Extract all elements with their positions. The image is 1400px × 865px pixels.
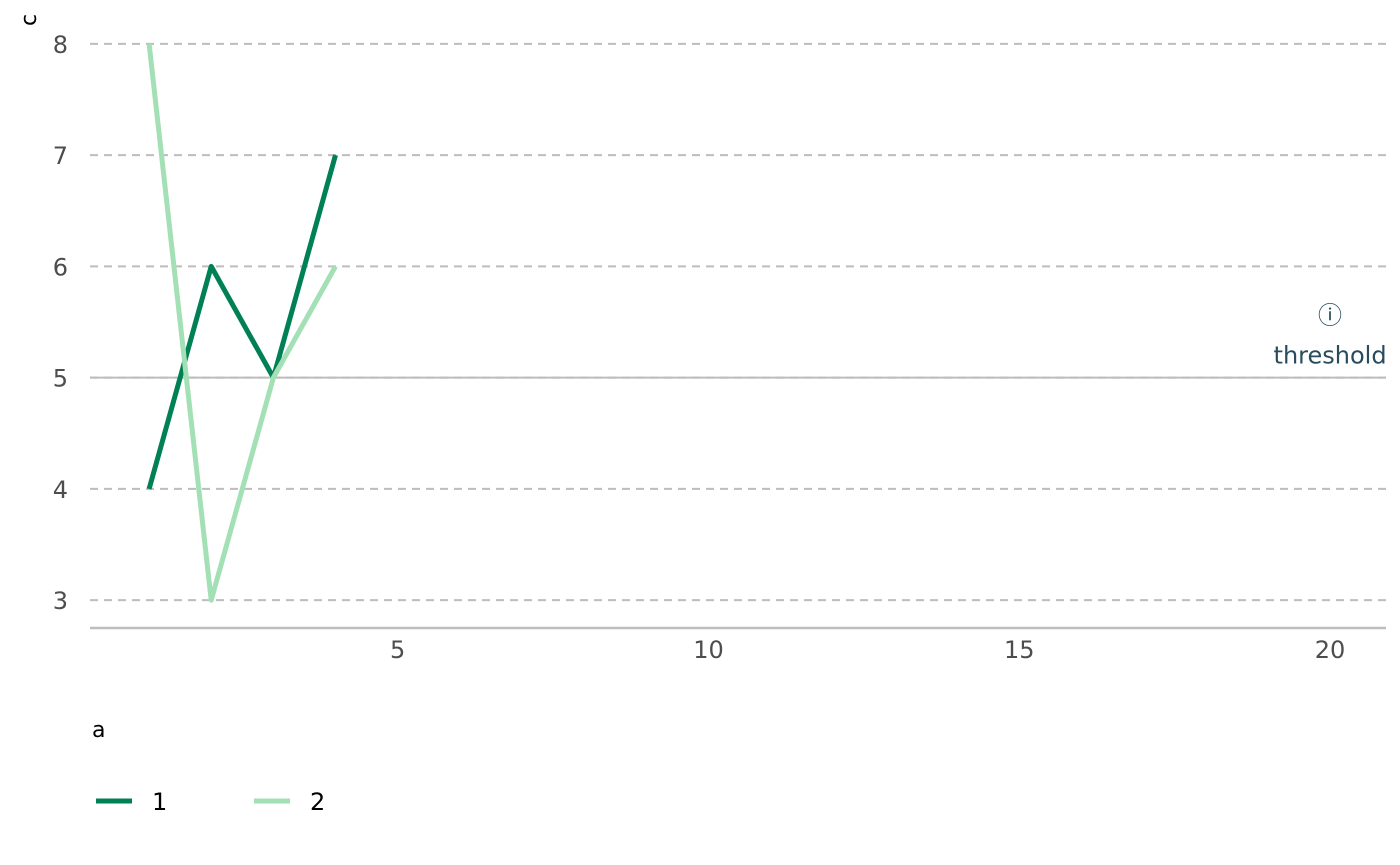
series-lines [146,43,338,603]
x-axis-ticks: 5 10 15 20 [390,636,1345,664]
info-icon: ⓘ [1318,302,1342,330]
x-tick-label: 5 [390,636,405,664]
y-tick-label: 7 [53,142,68,170]
y-axis-ticks: 3 4 5 6 7 8 [53,31,68,615]
x-tick-label: 20 [1315,636,1346,664]
x-tick-label: 15 [1004,636,1035,664]
y-tick-label: 4 [53,476,68,504]
series-line-1 [146,154,338,490]
y-tick-label: 3 [53,587,68,615]
legend-label-1: 1 [152,788,167,816]
y-tick-label: 5 [53,365,68,393]
threshold-label: threshold [1274,342,1387,370]
legend-title: a [92,718,105,743]
legend: a 1 2 [92,718,325,816]
series-line-2 [146,43,338,603]
threshold-annotation: ⓘ threshold [1274,302,1387,370]
legend-label-2: 2 [310,788,325,816]
y-tick-label: 6 [53,253,68,281]
y-tick-label: 8 [53,31,68,59]
y-axis-title: c [17,14,42,26]
x-tick-label: 10 [693,636,724,664]
y-gridlines [90,42,1386,602]
